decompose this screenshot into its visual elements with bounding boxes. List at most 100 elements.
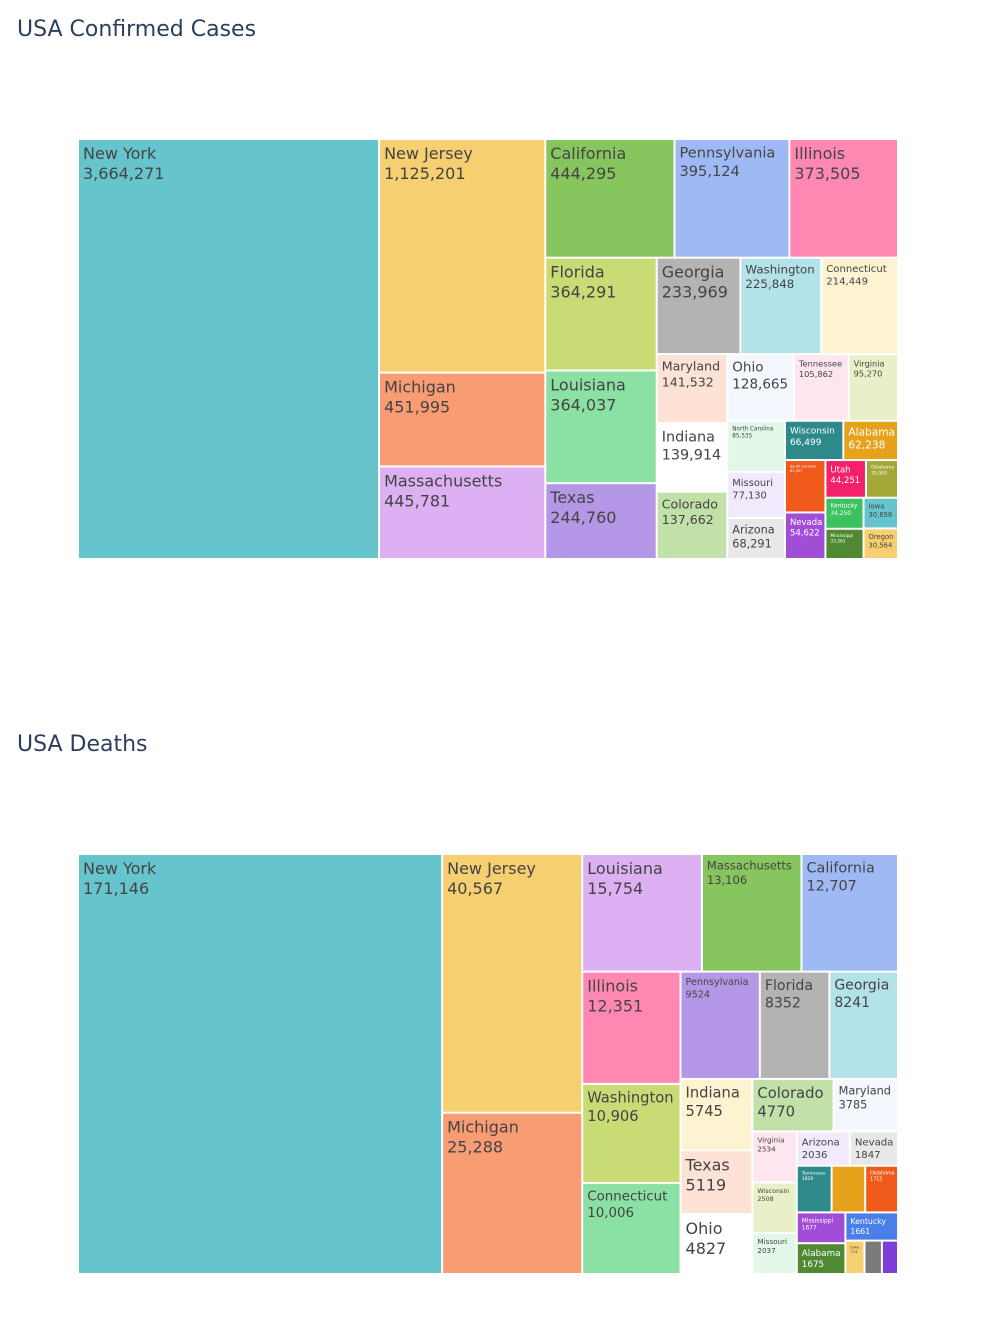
- tile-value-texas: 5119: [686, 1175, 727, 1194]
- tile-value-indiana: 139,914: [662, 448, 722, 464]
- tile-label-nevada: Nevada: [790, 518, 822, 528]
- tile-rect-nevada: [850, 1132, 897, 1165]
- tile-alabama: Alabama 62,238: [844, 421, 897, 460]
- tile-rect-virginia: [849, 355, 897, 420]
- tile-value-virginia: 95,270: [854, 369, 883, 379]
- tile-north-carolina: North Carolina 85,535: [728, 421, 784, 471]
- tile-rect-georgia: [657, 258, 740, 354]
- tile-rect-oregon: [865, 1241, 881, 1273]
- tile-value-alabama: 1675: [802, 1260, 824, 1270]
- tile-label-oklahoma: Oklahoma: [871, 465, 895, 471]
- tile-label-pennsylvania: Pennsylvania: [679, 145, 775, 162]
- tile-rect-florida: [760, 972, 829, 1078]
- tile-rect-new-york: [79, 855, 442, 1273]
- tile-rect-texas: [546, 484, 656, 558]
- tile-rect-connecticut: [822, 258, 897, 354]
- tile-value-tennessee: 105,862: [799, 369, 833, 379]
- tile-value-california: 12,707: [806, 878, 856, 894]
- tile-rect-maryland: [657, 355, 727, 423]
- tile-label-iowa: Iowa: [869, 503, 885, 511]
- tile-value-wisconsin: 66,499: [790, 438, 822, 448]
- tile-value-washington: 10,906: [587, 1108, 638, 1125]
- tile-value-michigan: 451,995: [384, 398, 450, 417]
- tile-north-carolina: [832, 1166, 865, 1212]
- tile-label-kentucky: Kentucky: [830, 504, 857, 510]
- tile-label-pennsylvania: Pennsylvania: [686, 977, 749, 988]
- tile-label-florida: Florida: [550, 263, 604, 282]
- tile-value-nevada: 1847: [855, 1150, 881, 1161]
- chart-title-deaths: USA Deaths: [17, 732, 148, 757]
- tile-rect-kentucky: [846, 1213, 897, 1240]
- tile-rect-tennessee: [794, 355, 848, 420]
- tile-value-oklahoma: 1715: [870, 1176, 882, 1182]
- tile-value-north-carolina: 85,535: [732, 434, 752, 440]
- tile-label-washington: Washington: [745, 262, 814, 276]
- tile-rect-indiana: [681, 1079, 752, 1150]
- tile-rect-colorado: [753, 1079, 833, 1131]
- tile-california: California 12,707: [802, 855, 897, 971]
- tile-rect-illinois: [583, 972, 680, 1083]
- tile-label-indiana: Indiana: [686, 1085, 740, 1102]
- tile-label-connecticut: Connecticut: [826, 264, 886, 275]
- tile-rect-arizona: [728, 519, 784, 558]
- tile-rect-pennsylvania: [675, 140, 789, 257]
- tile-value-kentucky: 34,250: [830, 511, 851, 517]
- tile-value-new-jersey: 1,125,201: [384, 164, 465, 183]
- tile-connecticut: Connecticut 10,006: [583, 1184, 680, 1273]
- tile-value-new-york: 171,146: [83, 879, 149, 898]
- tile-label-massachusetts: Massachusetts: [707, 858, 792, 872]
- tile-value-oklahoma: 35,000: [871, 470, 887, 476]
- tile-label-california: California: [806, 860, 874, 876]
- tile-value-utah: 44,251: [830, 476, 860, 486]
- tile-arizona: Arizona 68,291: [728, 519, 784, 558]
- tile-label-mississippi: Mississippi: [802, 1218, 834, 1224]
- tile-rect-missouri: [753, 1233, 796, 1273]
- tile-value-alabama: 62,238: [848, 440, 885, 452]
- tile-value-georgia: 233,969: [662, 283, 728, 302]
- tile-label-virginia: Virginia: [757, 1136, 784, 1145]
- tile-label-massachusetts: Massachusetts: [384, 471, 502, 490]
- tile-value-louisiana: 15,754: [587, 879, 643, 898]
- tile-label-ohio: Ohio: [686, 1219, 723, 1238]
- tile-rect-kansas: [882, 1241, 897, 1273]
- chart-title-cases: USA Confirmed Cases: [17, 17, 257, 42]
- tile-value-new-jersey: 40,567: [447, 879, 503, 898]
- tile-rect-connecticut: [583, 1184, 680, 1273]
- tile-rect-florida: [546, 258, 656, 370]
- tile-value-florida: 364,291: [550, 283, 616, 302]
- tile-label-maryland: Maryland: [662, 359, 720, 374]
- tile-rect-colorado: [657, 492, 727, 558]
- tile-kansas: [882, 1241, 897, 1273]
- tile-rect-iowa: [864, 498, 897, 528]
- tile-rect-louisiana: [583, 855, 701, 971]
- tile-rect-pennsylvania: [681, 972, 759, 1078]
- tile-label-colorado: Colorado: [662, 496, 719, 511]
- tile-rect-wisconsin: [753, 1183, 796, 1232]
- tile-label-florida: Florida: [765, 978, 813, 994]
- tile-value-florida: 8352: [765, 996, 801, 1012]
- tile-label-wisconsin: Wisconsin: [790, 427, 835, 437]
- tile-rect-oklahoma: [866, 461, 897, 497]
